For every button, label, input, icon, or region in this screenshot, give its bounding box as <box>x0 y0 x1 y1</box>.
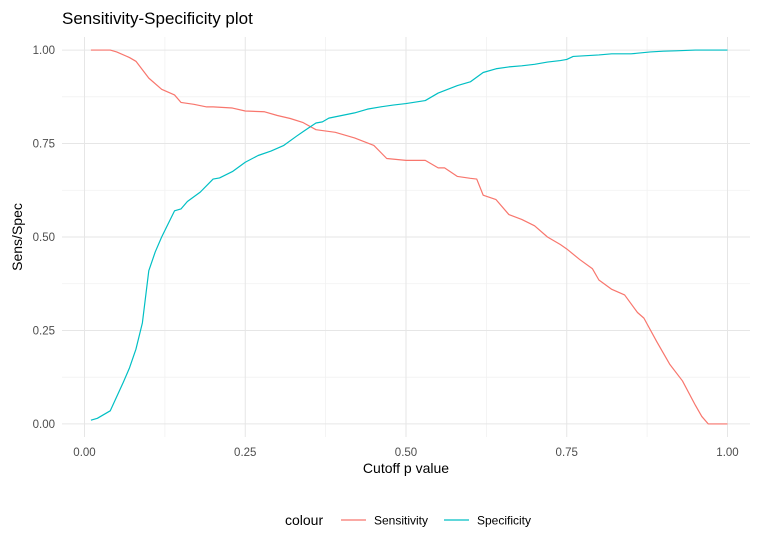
series-line-specificity <box>90 49 728 421</box>
x-tick-label: 0.00 <box>73 447 95 459</box>
x-axis-ticks: 0.00 0.25 0.50 0.75 1.00 <box>73 447 738 459</box>
y-axis-ticks: 0.00 0.25 0.50 0.75 1.00 <box>33 45 55 431</box>
series-lines <box>90 49 728 425</box>
y-tick-label: 0.75 <box>33 139 55 151</box>
x-tick-label: 1.00 <box>716 447 738 459</box>
series-line-sensitivity <box>90 49 728 425</box>
legend-label-specificity: Specificity <box>477 514 531 528</box>
legend: colour Sensitivity Specificity <box>285 512 531 528</box>
plot-panel <box>62 37 750 437</box>
y-tick-label: 0.25 <box>33 325 55 337</box>
x-tick-label: 0.50 <box>395 447 417 459</box>
y-tick-label: 0.00 <box>33 419 55 431</box>
x-tick-label: 0.75 <box>556 447 578 459</box>
y-tick-label: 0.50 <box>33 232 55 244</box>
x-axis-title: Cutoff p value <box>363 460 449 476</box>
y-axis-title: Sens/Spec <box>9 203 25 271</box>
x-tick-label: 0.25 <box>234 447 256 459</box>
chart-title: Sensitivity-Specificity plot <box>62 9 253 28</box>
legend-title: colour <box>285 512 323 528</box>
legend-label-sensitivity: Sensitivity <box>374 514 428 528</box>
y-tick-label: 1.00 <box>33 45 55 57</box>
